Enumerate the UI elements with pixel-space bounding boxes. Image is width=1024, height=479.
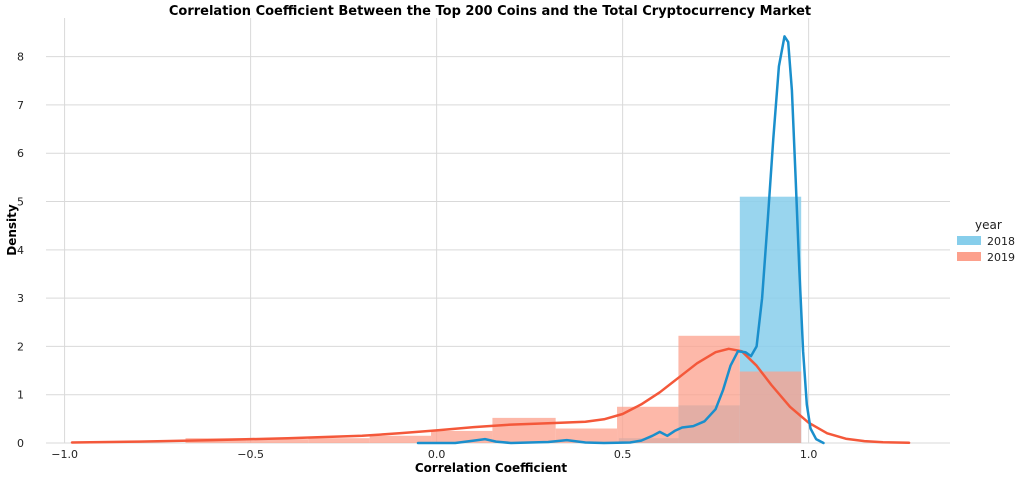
y-tick-label: 0 [17,437,24,450]
y-tick-label: 8 [17,51,24,64]
y-tick-label: 7 [17,99,24,112]
y-tick-label: 6 [17,147,24,160]
x-tick-label: 0.5 [614,448,632,461]
y-tick-label: 4 [17,244,24,257]
y-tick-label: 1 [17,389,24,402]
chart-title: Correlation Coefficient Between the Top … [169,4,811,19]
legend-label: 2019 [987,251,1015,264]
histogram-bar [492,417,556,443]
x-tick-label: 0.0 [428,448,446,461]
tick-labels: 0 1 2 3 4 5 6 7 8 −1.0 −0.5 0.0 0.5 1.0 [17,51,817,461]
histogram-bar [369,435,432,443]
gridlines [46,18,950,444]
histogram-bar [678,335,740,443]
legend: year 2018 2019 [957,218,1015,264]
y-axis-label: Density [5,204,19,256]
legend-label: 2018 [987,235,1015,248]
y-tick-label: 5 [17,196,24,209]
x-tick-label: 1.0 [800,448,818,461]
x-axis-label: Correlation Coefficient [415,461,568,475]
x-tick-label: −1.0 [51,448,78,461]
histogram-bar [308,438,370,443]
legend-swatch [957,252,981,261]
kde-line-2018 [416,35,825,445]
legend-swatch [957,236,981,245]
legend-title: year [975,218,1002,232]
series-2019-bars [185,335,802,443]
kde-line-2019 [70,347,911,445]
x-tick-label: −0.5 [237,448,264,461]
histogram-bar [555,428,618,443]
histogram-bar [246,439,309,443]
y-tick-label: 2 [17,340,24,353]
y-tick-label: 3 [17,292,24,305]
